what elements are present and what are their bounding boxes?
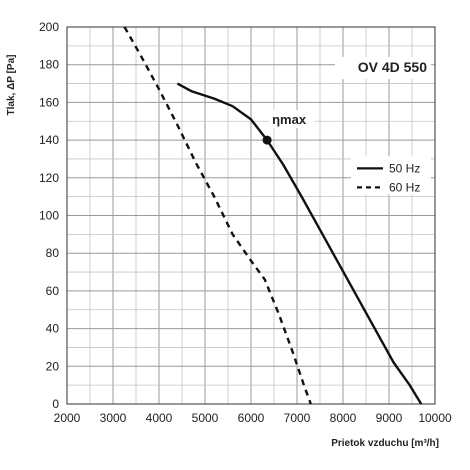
x-tick-label: 6000: [238, 411, 265, 425]
x-tick-label: 3000: [100, 411, 127, 425]
plot-frame: [66, 26, 436, 405]
y-tick-label: 100: [39, 209, 59, 223]
x-tick-label: 7000: [284, 411, 311, 425]
legend-label-50hz: 50 Hz: [389, 161, 420, 175]
legend-background: [351, 156, 431, 195]
y-tick-label: 140: [39, 133, 59, 147]
y-tick-label: 200: [39, 20, 59, 34]
x-tick-label: 2000: [54, 411, 81, 425]
series-line-50hz: [176, 82, 423, 405]
eta-label-box: [269, 110, 316, 129]
y-tick-label: 0: [52, 397, 59, 411]
series-lines: [123, 26, 423, 405]
model-label: OV 4D 550: [358, 59, 427, 75]
x-tick-label: 5000: [192, 411, 219, 425]
x-tick-label: 9000: [376, 411, 403, 425]
y-tick-label: 160: [39, 95, 59, 109]
series-line-60hz: [123, 26, 312, 405]
y-tick-label: 20: [46, 359, 60, 373]
y-tick-label: 60: [46, 284, 60, 298]
legend: 50 Hz 60 Hz: [351, 156, 431, 195]
grid: [66, 26, 436, 405]
x-tick-labels: 2000 3000 4000 5000 6000 7000 8000 9000 10000: [54, 411, 452, 425]
y-tick-label: 80: [46, 246, 60, 260]
x-tick-label: 8000: [330, 411, 357, 425]
legend-label-60hz: 60 Hz: [389, 180, 420, 194]
y-tick-labels: 0 20 40 60 80 100 120 140 160 180 200: [39, 20, 59, 411]
x-axis-title: Prietok vzduchu [m³/h]: [331, 438, 439, 449]
y-axis-title: Tlak, ΔP [Pa]: [6, 55, 17, 116]
y-tick-label: 40: [46, 322, 60, 336]
y-tick-label: 180: [39, 58, 59, 72]
y-tick-label: 120: [39, 171, 59, 185]
model-label-box: [335, 57, 431, 79]
x-tick-label: 4000: [146, 411, 173, 425]
x-tick-label: 10000: [418, 411, 452, 425]
eta-max-label: ηmax: [272, 112, 307, 127]
eta-max-point: [262, 135, 272, 145]
